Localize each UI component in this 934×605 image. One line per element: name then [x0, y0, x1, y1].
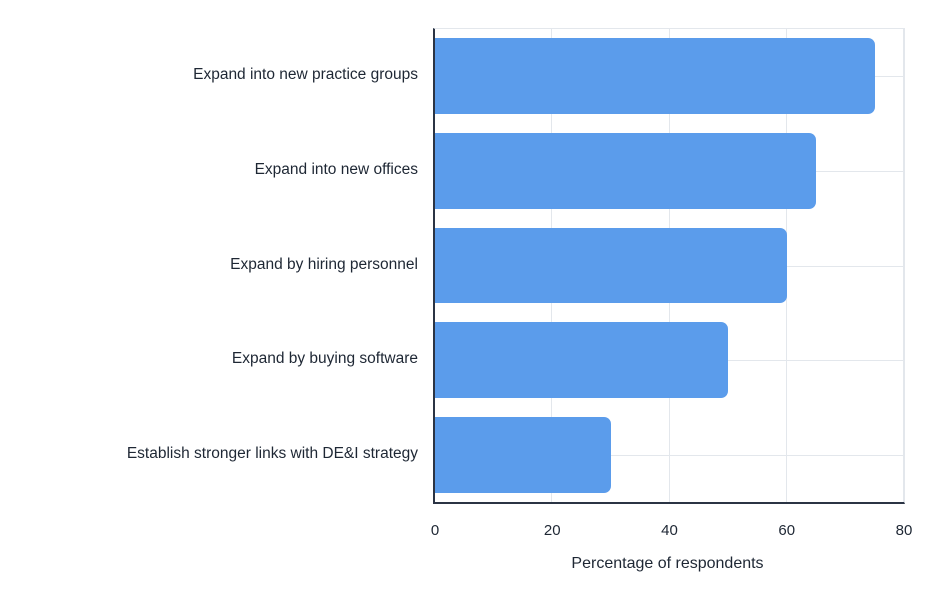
x-tick-label: 60 [778, 522, 796, 539]
plot-area [433, 28, 905, 504]
category-label: Expand by hiring personnel [230, 255, 418, 273]
bar [435, 133, 817, 209]
bar [435, 227, 787, 304]
category-label: Establish stronger links with DE&I strat… [126, 444, 418, 462]
gridline-horizontal [435, 454, 904, 456]
category-label: Expand into new practice groups [193, 66, 418, 84]
x-axis-title: Percentage of respondents [571, 555, 764, 572]
x-tick-label: 20 [543, 522, 561, 539]
category-label: Expand by buying software [231, 350, 418, 368]
x-tick-label: 40 [661, 522, 678, 539]
bar [435, 416, 611, 493]
bar [435, 38, 875, 115]
bar [435, 322, 729, 398]
x-tick-label: 0 [430, 522, 440, 539]
category-label: Expand into new offices [254, 160, 418, 178]
x-tick-label: 80 [895, 522, 913, 539]
